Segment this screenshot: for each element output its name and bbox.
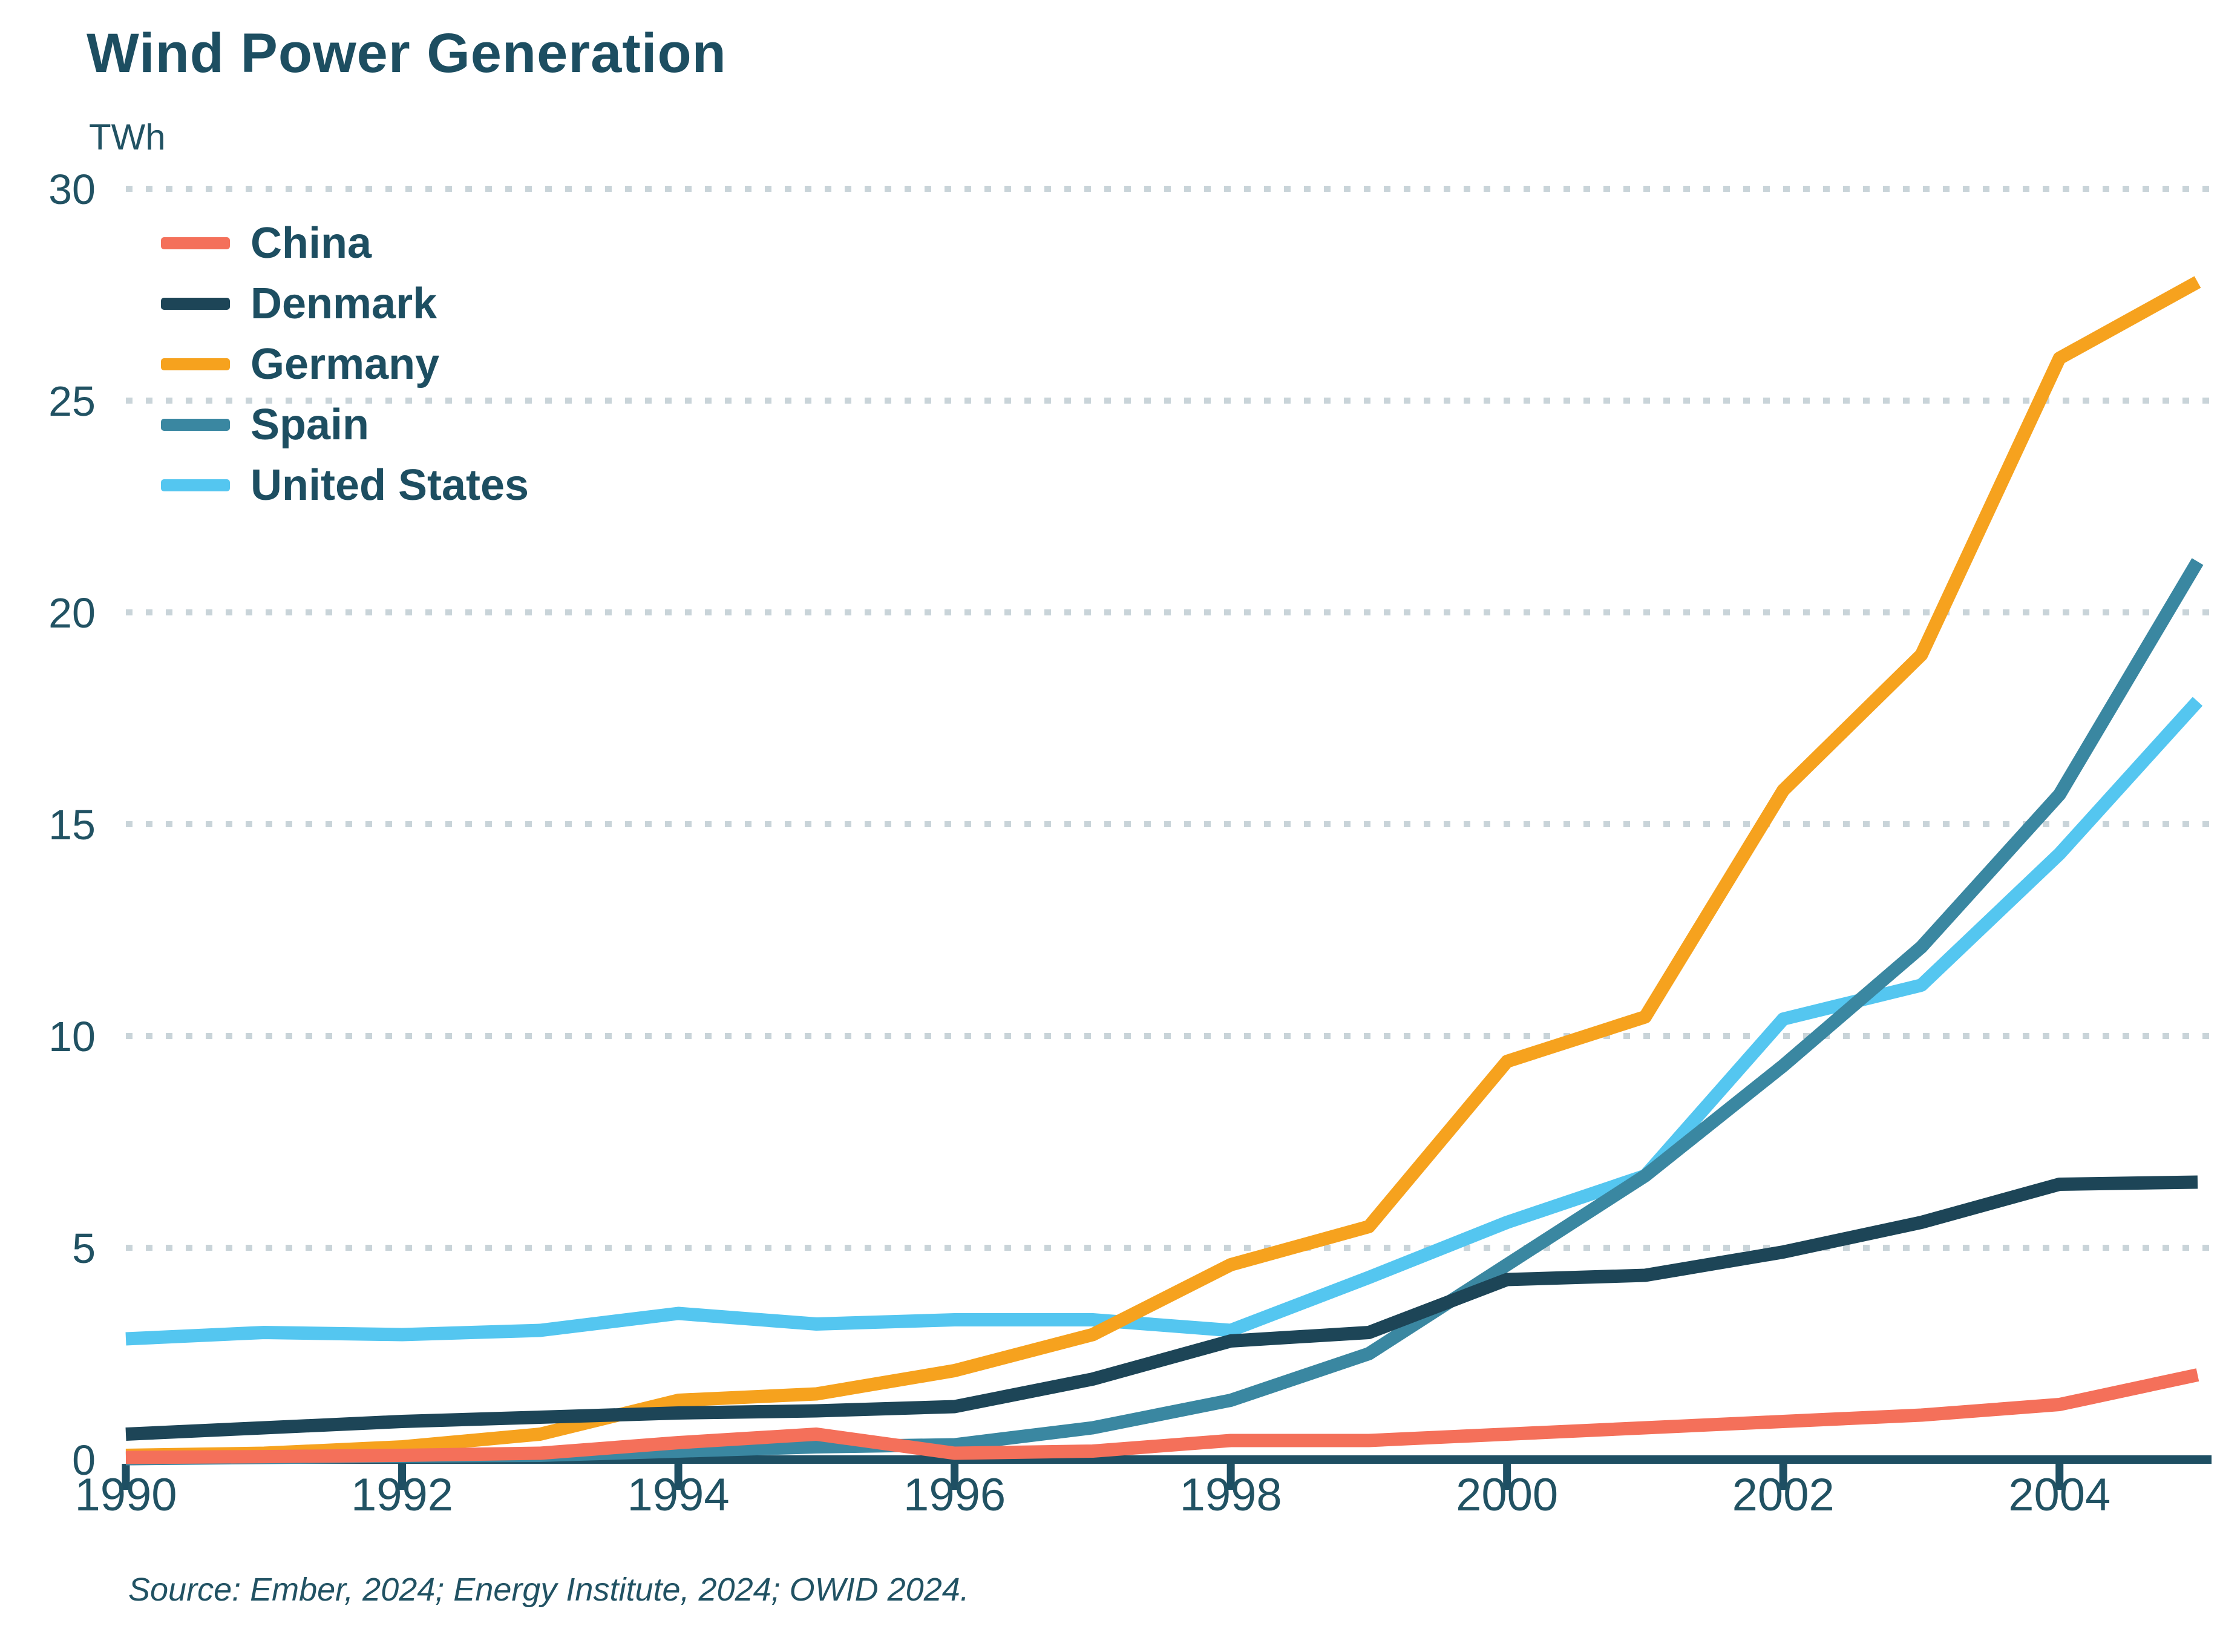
series-line-united-states	[125, 697, 2203, 1346]
chart-title: Wind Power Generation	[87, 22, 727, 84]
x-tick-label-1990: 1990	[74, 1469, 177, 1521]
legend-label-denmark: Denmark	[250, 280, 437, 328]
series-lines-group	[125, 276, 2204, 1466]
y-tick-label-5: 5	[72, 1225, 96, 1272]
series-line-china	[125, 1368, 2199, 1464]
y-tick-label-0: 0	[72, 1437, 96, 1484]
x-tick-label-2002: 2002	[1732, 1469, 1835, 1521]
source-note: Source: Ember, 2024; Energy Institute, 2…	[128, 1572, 969, 1608]
y-tick-label-10: 10	[48, 1013, 96, 1060]
y-tick-label-30: 30	[48, 166, 96, 213]
legend-swatch-spain	[161, 419, 230, 431]
gridlines-group	[126, 186, 2212, 1251]
series-line-germany	[125, 276, 2201, 1462]
axis-labels-group: 0 5 10 15 20 25 30 1990 1992 1994 1996 1998 2000 2002…	[48, 166, 2110, 1521]
legend-label-united-states: United States	[250, 461, 529, 510]
x-tick-label-1992: 1992	[351, 1469, 453, 1521]
x-tick-label-1994: 1994	[627, 1469, 730, 1521]
y-tick-label-15: 15	[48, 801, 96, 848]
legend-item-germany: Germany	[161, 334, 529, 395]
x-tick-label-1996: 1996	[903, 1469, 1006, 1521]
legend-item-united-states: United States	[161, 455, 529, 516]
x-tick-label-1998: 1998	[1180, 1469, 1282, 1521]
x-tick-label-2004: 2004	[2008, 1469, 2110, 1521]
x-tick-label-2000: 2000	[1456, 1469, 1558, 1521]
legend-label-spain: Spain	[250, 401, 370, 449]
y-axis-unit-label: TWh	[89, 117, 166, 157]
legend-swatch-china	[161, 237, 230, 249]
legend-item-denmark: Denmark	[161, 274, 529, 334]
legend-label-germany: Germany	[250, 340, 440, 388]
legend-swatch-denmark	[161, 298, 230, 310]
legend-item-spain: Spain	[161, 395, 529, 455]
legend-label-china: China	[250, 219, 372, 267]
series-line-denmark	[125, 1175, 2198, 1441]
y-tick-label-25: 25	[48, 378, 96, 425]
legend-swatch-united-states	[161, 479, 230, 491]
legend-swatch-germany	[161, 358, 230, 370]
y-tick-label-20: 20	[48, 589, 96, 637]
legend-item-china: China	[161, 213, 529, 274]
legend: China Denmark Germany Spain United State…	[161, 213, 529, 516]
